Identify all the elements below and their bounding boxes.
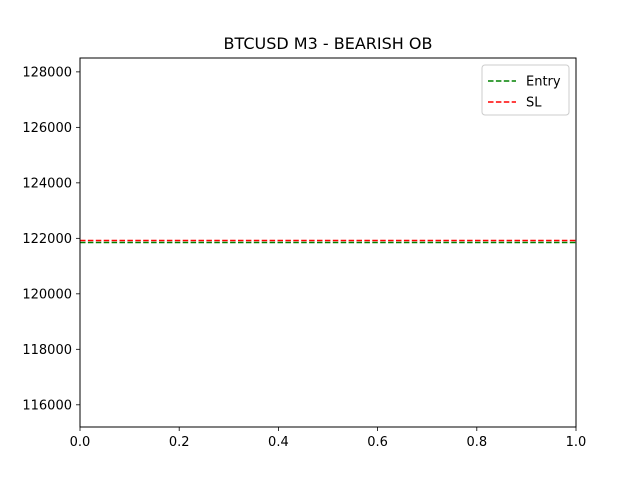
chart-title: BTCUSD M3 - BEARISH OB [224,34,433,53]
x-tick-label: 0.4 [268,435,289,450]
y-tick-label: 122000 [22,232,72,247]
y-tick-label: 118000 [22,343,72,358]
x-tick-label: 0.0 [70,435,91,450]
legend-box [481,64,570,116]
legend-label-sl: SL [526,96,542,111]
y-tick-label: 128000 [22,65,72,80]
plot-frame [79,57,577,428]
y-tick-label: 116000 [22,398,72,413]
y-tick-label: 120000 [22,287,72,302]
x-tick-label: 1.0 [566,435,587,450]
legend: Entry SL [481,64,570,116]
y-tick-label: 126000 [22,121,72,136]
y-tick-label: 124000 [22,176,72,191]
x-tick-label: 0.6 [367,435,388,450]
x-tick-label: 0.8 [466,435,487,450]
x-axis: 0.0 0.2 0.4 0.6 0.8 1.0 [70,427,587,450]
legend-label-entry: Entry [526,75,561,90]
y-axis: 116000 118000 120000 122000 124000 126000 1280… [22,65,80,413]
x-tick-label: 0.2 [169,435,190,450]
series-layer [80,239,576,244]
